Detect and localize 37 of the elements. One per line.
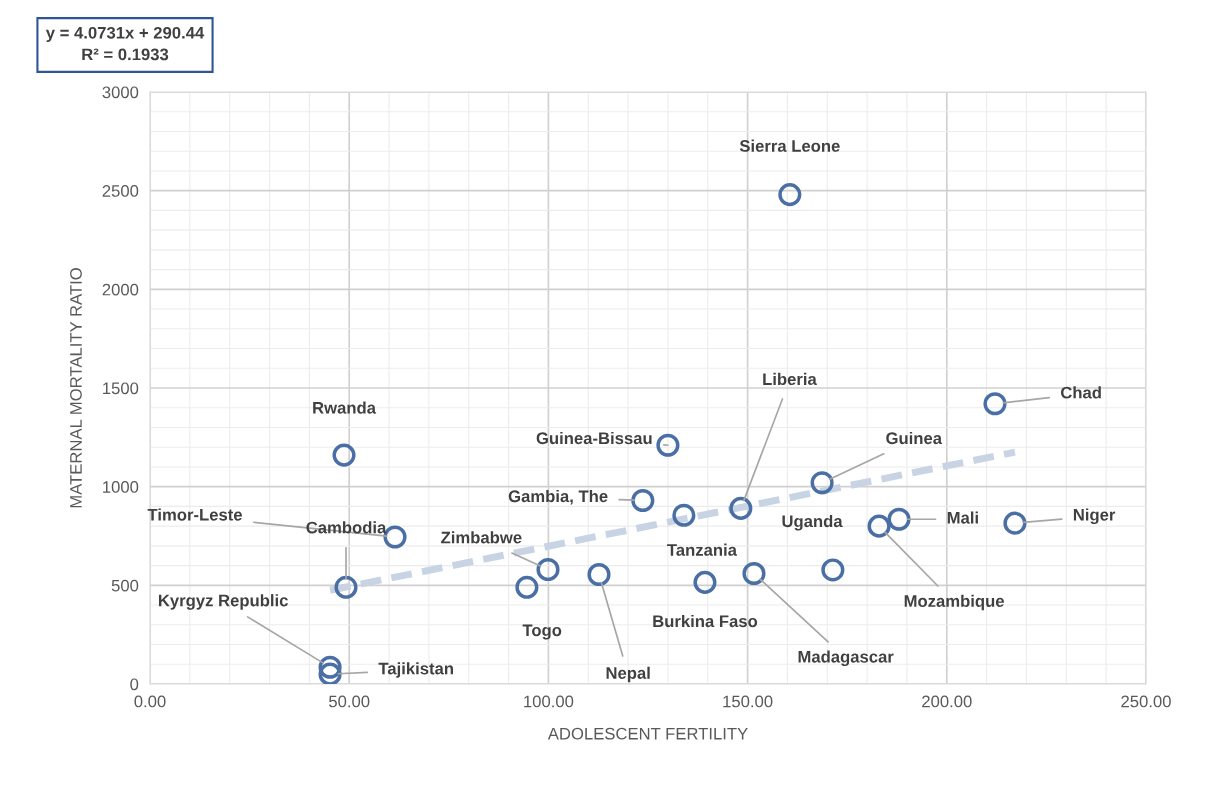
- y-tick-label: 2000: [102, 283, 139, 296]
- annotation: Tajikistan: [378, 662, 453, 678]
- y-tick-label: 0: [130, 678, 139, 691]
- annotation: Gambia, The: [508, 489, 608, 505]
- y-axis-title: MATERNAL MORTALITY RATIO: [70, 268, 82, 508]
- annotation: Guinea-Bissau: [536, 431, 652, 445]
- x-tick-label: 250.00: [1121, 695, 1171, 708]
- x-tick-label: 100.00: [524, 695, 574, 708]
- annotation: Sierra Leone: [739, 139, 840, 152]
- annotation: Madagascar: [798, 650, 894, 667]
- annotation: Mozambique: [904, 594, 1004, 611]
- y-tick-label: 1000: [103, 481, 139, 493]
- x-axis-title: ADOLESCENT FERTILITY: [547, 727, 748, 740]
- x-tick-label: 50.00: [329, 695, 370, 708]
- annotation: Nepal: [606, 666, 650, 683]
- annotation: Uganda: [782, 514, 843, 531]
- x-tick-label: 0.00: [134, 695, 166, 708]
- annotation: Tanzania: [667, 543, 738, 556]
- text: y = 4.0731x + 290.44 R² = 0.1933: [45, 26, 205, 61]
- y-tick-label: 2500: [102, 185, 139, 197]
- annotation: Timor-Leste: [147, 508, 242, 521]
- annotation: Niger: [1073, 508, 1116, 525]
- annotation: Guinea: [886, 431, 943, 445]
- annotation: Zimbabwe: [441, 531, 522, 544]
- y-tick-label: 3000: [102, 86, 139, 99]
- x-tick-label: 150.00: [723, 695, 773, 708]
- y-tick-label: 500: [111, 579, 139, 592]
- annotation: Rwanda: [313, 401, 377, 414]
- annotation: Kyrgyz Republic: [158, 594, 288, 610]
- annotation: Liberia: [763, 372, 817, 386]
- annotation: Cambodia: [306, 521, 387, 534]
- y-tick-label: 1500: [103, 382, 139, 395]
- x-tick-label: 200.00: [922, 695, 972, 708]
- annotation: Togo: [522, 624, 562, 640]
- annotation: Chad: [1060, 386, 1101, 399]
- annotation: Mali: [947, 511, 978, 524]
- annotation: Burkina Faso: [653, 614, 758, 628]
